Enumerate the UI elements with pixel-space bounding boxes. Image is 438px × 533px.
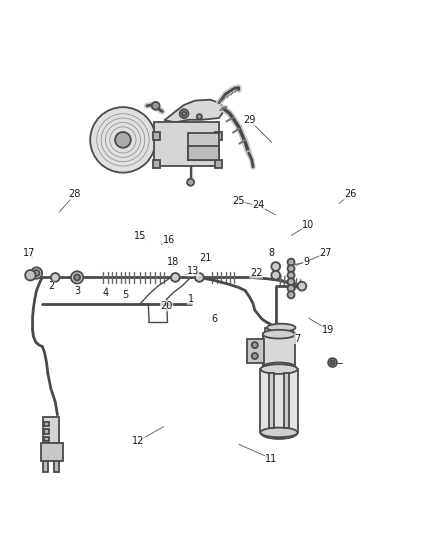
Text: 9: 9 [303, 257, 309, 267]
Text: 2: 2 [48, 281, 54, 291]
Ellipse shape [267, 324, 295, 332]
Circle shape [171, 273, 180, 282]
Circle shape [152, 102, 159, 110]
Text: 22: 22 [250, 268, 262, 278]
Text: 24: 24 [252, 200, 265, 211]
Bar [261, 369, 297, 432]
Circle shape [272, 262, 280, 271]
Text: 8: 8 [268, 248, 275, 259]
Bar [269, 374, 274, 428]
Bar [44, 437, 49, 441]
Circle shape [195, 273, 204, 282]
Bar [247, 338, 264, 362]
Circle shape [51, 273, 60, 282]
Circle shape [328, 358, 337, 367]
Circle shape [71, 271, 83, 284]
Circle shape [33, 270, 39, 276]
Text: 16: 16 [162, 235, 175, 245]
Circle shape [115, 132, 131, 148]
Text: 15: 15 [134, 231, 147, 241]
Ellipse shape [263, 330, 295, 338]
Text: 27: 27 [320, 248, 332, 259]
Circle shape [182, 111, 186, 116]
Circle shape [297, 282, 306, 290]
Circle shape [197, 114, 202, 119]
Text: 5: 5 [122, 290, 128, 300]
Circle shape [330, 360, 335, 365]
Bar [265, 328, 293, 334]
Ellipse shape [261, 364, 297, 374]
Bar [153, 123, 219, 166]
Bar [54, 461, 59, 472]
Text: 3: 3 [74, 286, 80, 295]
Text: 4: 4 [102, 288, 109, 298]
Circle shape [252, 353, 258, 359]
Bar [44, 422, 49, 426]
Circle shape [31, 268, 42, 279]
Text: 17: 17 [23, 248, 35, 259]
Polygon shape [164, 100, 226, 123]
Text: 26: 26 [344, 189, 356, 199]
Bar [188, 147, 219, 159]
Bar [285, 374, 289, 428]
Circle shape [25, 270, 35, 280]
Text: 10: 10 [302, 220, 314, 230]
Bar [41, 443, 63, 461]
Text: 21: 21 [200, 253, 212, 263]
Text: 12: 12 [132, 436, 145, 446]
Ellipse shape [261, 427, 297, 437]
Bar [188, 133, 219, 159]
Circle shape [74, 274, 80, 280]
Text: 20: 20 [160, 301, 173, 311]
Circle shape [288, 285, 294, 292]
Bar [152, 132, 160, 140]
Circle shape [288, 265, 294, 272]
Text: 13: 13 [187, 266, 199, 276]
Text: 11: 11 [265, 454, 278, 464]
Circle shape [288, 259, 294, 265]
Text: 18: 18 [167, 257, 179, 267]
Text: 7: 7 [294, 334, 301, 344]
Circle shape [252, 342, 258, 348]
Bar [215, 160, 223, 168]
Circle shape [288, 278, 294, 285]
Text: 29: 29 [244, 115, 256, 125]
Text: 6: 6 [212, 314, 218, 324]
Text: 28: 28 [69, 189, 81, 199]
Bar [215, 132, 223, 140]
Bar [43, 417, 59, 443]
Circle shape [272, 271, 280, 280]
Bar [152, 160, 160, 168]
Circle shape [187, 179, 194, 185]
Bar [263, 334, 295, 367]
Text: 1: 1 [187, 294, 194, 304]
Text: 25: 25 [233, 196, 245, 206]
Circle shape [288, 292, 294, 298]
Circle shape [90, 107, 155, 173]
Bar [42, 461, 48, 472]
Text: 19: 19 [322, 325, 334, 335]
Bar [44, 430, 49, 434]
Ellipse shape [263, 362, 295, 372]
Circle shape [180, 109, 188, 118]
Circle shape [288, 272, 294, 279]
